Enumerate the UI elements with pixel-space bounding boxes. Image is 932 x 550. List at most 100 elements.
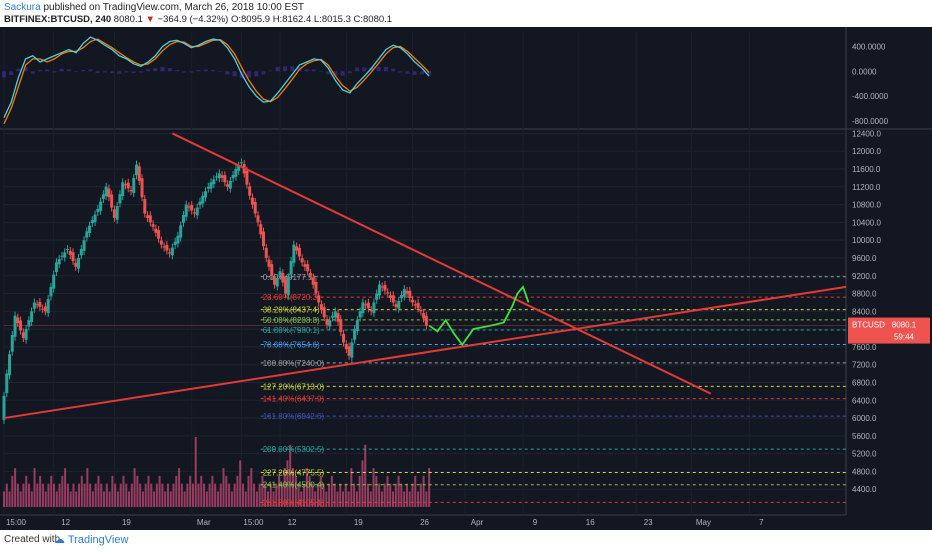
volume-bar (241, 483, 244, 507)
candle-body (104, 186, 108, 197)
oscillator-histogram-bar (66, 69, 71, 72)
oscillator-histogram-bar (347, 71, 352, 74)
volume-bar (419, 483, 422, 507)
candle-body (60, 255, 64, 257)
oscillator-histogram-bar (405, 71, 410, 74)
volume-bar (191, 483, 194, 507)
candle-body (424, 315, 428, 326)
candle-body (173, 241, 177, 245)
volume-bar (100, 483, 103, 507)
oscillator-histogram-bar (95, 71, 100, 74)
price-tick-label: 7200.0 (852, 361, 877, 370)
candle-body (259, 224, 263, 235)
chart-header: Sackura published on TradingView.com, Ma… (0, 0, 932, 26)
candle-body (137, 166, 141, 181)
volume-bar (350, 468, 353, 507)
time-tick-label: 9 (533, 518, 538, 527)
volume-bar (78, 483, 81, 507)
chart-area[interactable]: 12400.0 12000.0 11600.0 11200.0 10800.0 10400… (0, 27, 932, 530)
tradingview-logo[interactable]: ☁ TradingView (54, 534, 129, 546)
candle-body (5, 373, 9, 394)
volume-bar (308, 475, 311, 507)
candle-body (90, 220, 94, 224)
volume-bar (19, 491, 22, 507)
volume-bar (266, 491, 269, 507)
volume-bar (214, 483, 217, 507)
volume-bar (83, 483, 86, 507)
candle-body (93, 214, 97, 222)
volume-bar (250, 468, 253, 507)
logo-text: TradingView (67, 534, 129, 546)
oscillator-histogram-bar (9, 71, 14, 75)
candle-body (331, 315, 335, 318)
volume-bar (316, 483, 319, 507)
oscillator-histogram-bar (333, 71, 338, 76)
oscillator-histogram-bar (102, 71, 107, 73)
volume-bar (411, 483, 414, 507)
volume-bar (153, 491, 156, 507)
candle-body (377, 284, 381, 296)
candle-body (284, 279, 288, 294)
candle-body (411, 299, 415, 303)
candle-body (162, 246, 166, 248)
volume-bar (392, 491, 395, 507)
candle-body (2, 395, 6, 420)
candle-body (264, 247, 268, 258)
candle-body (336, 313, 340, 322)
candle-body (328, 320, 332, 327)
candle-body (262, 231, 266, 247)
candle-body (101, 194, 105, 199)
volume-bar (216, 491, 219, 507)
volume-bar (211, 475, 214, 507)
volume-bar (291, 468, 294, 507)
candle-body (394, 304, 398, 307)
volume-bar (61, 475, 64, 507)
volume-bar (200, 475, 203, 507)
volume-bar (367, 483, 370, 507)
candle-body (380, 286, 384, 288)
candle-body (319, 304, 323, 310)
candle-body (187, 206, 191, 208)
volume-bar (86, 468, 89, 507)
volume-bar (183, 491, 186, 507)
fib-level-label: 78.60%(7654.6) (263, 340, 320, 349)
candle-body (364, 304, 368, 306)
symbol-name: BITFINEX:BTCUSD, 240 (4, 14, 112, 25)
candle-body (135, 164, 139, 176)
oscillator-histogram-bar (52, 71, 57, 73)
price-tick-label: 11600.0 (852, 165, 881, 174)
volume-bar (47, 483, 50, 507)
candle-body (209, 182, 213, 189)
time-tick-label: Mar (197, 518, 211, 527)
chart-svg[interactable]: 12400.0 12000.0 11600.0 11200.0 10800.0 10400… (0, 27, 932, 530)
candle-body (52, 274, 56, 289)
author-link[interactable]: Sackura (4, 2, 41, 13)
projection-path (428, 285, 530, 347)
volume-bar (311, 483, 314, 507)
oscillator-histogram-bar (59, 68, 64, 72)
fib-level-label: 141.40%(6437.9) (263, 395, 325, 404)
oscillator-histogram-bar (261, 71, 266, 75)
candle-body (317, 295, 321, 303)
volume-bar (400, 483, 403, 507)
oscillator-tick-label: -400.0000 (852, 92, 889, 101)
oscillator-histogram-bar (110, 71, 115, 74)
candle-body (237, 165, 241, 171)
volume-bar (417, 491, 420, 507)
fib-level-label: 161.80%(6042.6) (263, 412, 325, 421)
oscillator-histogram-bar (117, 71, 122, 74)
published-text: published on TradingView.com, March 26, … (40, 2, 304, 13)
volume-bar (275, 483, 278, 507)
volume-bar (380, 491, 383, 507)
volume-bar (147, 475, 150, 507)
oscillator-histogram-bar (23, 67, 28, 72)
volume-bar (297, 483, 300, 507)
oscillator-histogram-bar (427, 71, 432, 75)
candle-body (112, 209, 116, 218)
candle-body (79, 249, 83, 256)
candle-body (281, 273, 285, 283)
oscillator-histogram-bar (74, 71, 79, 72)
volume-bar (239, 460, 242, 507)
candle-body (46, 299, 50, 314)
price-tick-label: 11200.0 (852, 183, 881, 192)
